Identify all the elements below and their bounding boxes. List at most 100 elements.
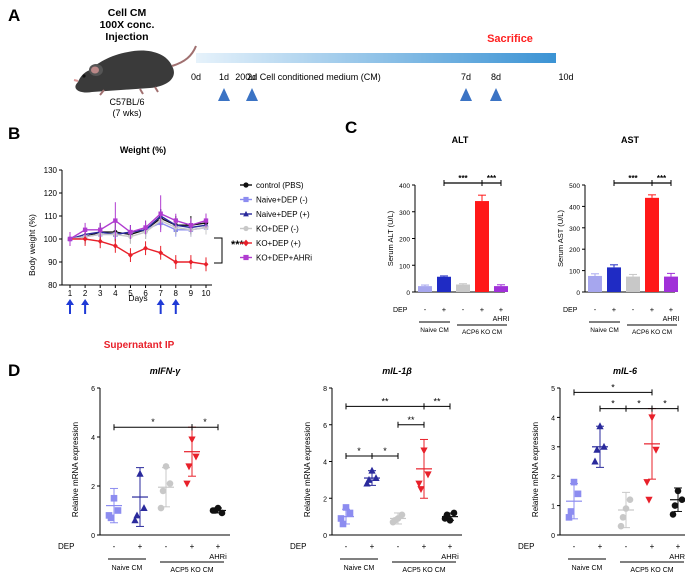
mrna-point (669, 511, 677, 518)
group-label-naive: Naive CM (112, 565, 143, 572)
mrna-ytick-label: 2 (551, 474, 555, 481)
mrna-point (591, 457, 599, 465)
dep-sign: + (138, 542, 143, 551)
dep-sign: + (480, 305, 485, 314)
weight-significance-bracket (214, 237, 223, 264)
mrna-ytick-label: 6 (323, 423, 327, 430)
dep-label: DEP (290, 542, 306, 551)
group-label-ko: ACP5 KO CM (402, 567, 445, 574)
timeline-label: 200ul Cell conditioned medium (CM) (235, 72, 381, 82)
mrna-sig-label: ** (433, 396, 441, 406)
dep-sign: - (424, 305, 427, 314)
dep-label: DEP (58, 542, 74, 551)
ip-arrow-head (66, 299, 74, 305)
mrna-sig-label: * (383, 446, 387, 456)
mrna-point (596, 422, 604, 430)
dep-sign: + (442, 305, 447, 314)
mrna-point (420, 447, 428, 455)
weight-point (158, 211, 163, 216)
dep-sign: - (113, 542, 116, 551)
weight-xtick-label: 4 (113, 289, 118, 298)
mrna-point (166, 480, 174, 487)
weight-point (128, 252, 133, 258)
weight-xtick-label: 10 (202, 289, 211, 298)
bar-ytick-label: 300 (569, 226, 580, 233)
ip-arrow-head (156, 299, 165, 305)
mrna-point (574, 490, 582, 498)
ahri-label: AHRi (669, 552, 685, 561)
legend-marker (243, 254, 249, 261)
weight-point (173, 225, 178, 230)
dep-sign: - (397, 542, 400, 551)
weight-ytick-label: 130 (44, 166, 58, 175)
mrna-point (570, 478, 578, 486)
mrna-point (131, 516, 139, 524)
dep-sign: + (650, 305, 655, 314)
weight-point (203, 218, 209, 223)
bar-chart-ylabel: Serum ALT (U/L) (386, 210, 395, 266)
bar-ytick-label: 300 (399, 210, 410, 217)
mrna-point (339, 520, 347, 528)
mrna-point (183, 480, 191, 488)
mrna-point (140, 504, 148, 512)
weight-series-line (69, 215, 207, 240)
mrna-ylabel: Relative mRNA expression (303, 422, 312, 517)
bar (588, 275, 602, 292)
ahri-label: AHRi (441, 552, 459, 561)
mrna-point (133, 511, 141, 519)
legend-marker (243, 225, 249, 232)
injection-arrow-day7 (460, 88, 472, 101)
dep-label: DEP (563, 307, 578, 314)
mrna-point (652, 446, 660, 454)
mrna-point (600, 442, 608, 450)
bar-ytick-label: 200 (569, 247, 580, 254)
day-tick-8: 8d (491, 72, 501, 82)
weight-point (173, 259, 179, 265)
weight-point (98, 227, 103, 232)
bar (456, 284, 470, 292)
group-label-ko: ACP5 KO CM (170, 567, 213, 574)
mrna-point (443, 511, 451, 519)
dep-sign: + (598, 542, 603, 551)
mrna-ytick-label: 6 (91, 386, 95, 393)
mrna-chart-title: mIL-1β (382, 366, 412, 376)
ip-arrow-head (171, 299, 180, 305)
mouse-age: (7 wks) (113, 108, 142, 118)
panel-letter-d: D (8, 361, 21, 380)
dep-sign: + (216, 542, 221, 551)
mrna-point (619, 514, 627, 521)
weight-ytick-label: 80 (48, 281, 57, 290)
mrna-point (593, 445, 601, 453)
mrna-point (218, 509, 226, 517)
bar-chart-ast: AST Serum AST (U/L) 0 100 200 300 400 500 - + - + + *… (556, 135, 679, 336)
mrna-point (617, 522, 625, 530)
bar-ytick-label: 0 (406, 290, 410, 297)
legend-label: control (PBS) (256, 181, 304, 190)
weight-xtick-label: 2 (83, 289, 88, 298)
day-tick-10: 10d (558, 72, 573, 82)
weight-xtick-label: 7 (158, 289, 163, 298)
mrna-point (368, 466, 376, 474)
bar-ytick-label: 500 (569, 183, 580, 190)
weight-series-line (69, 219, 207, 240)
weight-ytick-label: 90 (48, 258, 57, 267)
mouse-illustration (73, 45, 197, 96)
weight-point (143, 225, 148, 230)
mrna-point (185, 463, 193, 471)
mrna-point (342, 504, 350, 511)
panel-b-weight-chart: Weight (%) Body weight (%) Days Supernat… (27, 145, 312, 350)
ip-arrow-head (81, 299, 90, 305)
weight-point (67, 236, 73, 242)
mrna-chart-1: mIL-1β Relative mRNA expression 0 2 4 6 8 - + - + +… (290, 366, 462, 574)
dep-sign: - (594, 305, 597, 314)
bar (607, 267, 621, 292)
injection-arrow-day1 (218, 88, 230, 101)
bar-ytick-label: 400 (569, 204, 580, 211)
weight-ytick-label: 100 (44, 235, 58, 244)
bar (475, 201, 489, 292)
weight-ylabel: Body weight (%) (27, 214, 37, 276)
mrna-point (450, 509, 458, 517)
dep-sign: + (669, 305, 674, 314)
mrna-sig-label: * (357, 446, 361, 456)
dep-sign: - (462, 305, 465, 314)
